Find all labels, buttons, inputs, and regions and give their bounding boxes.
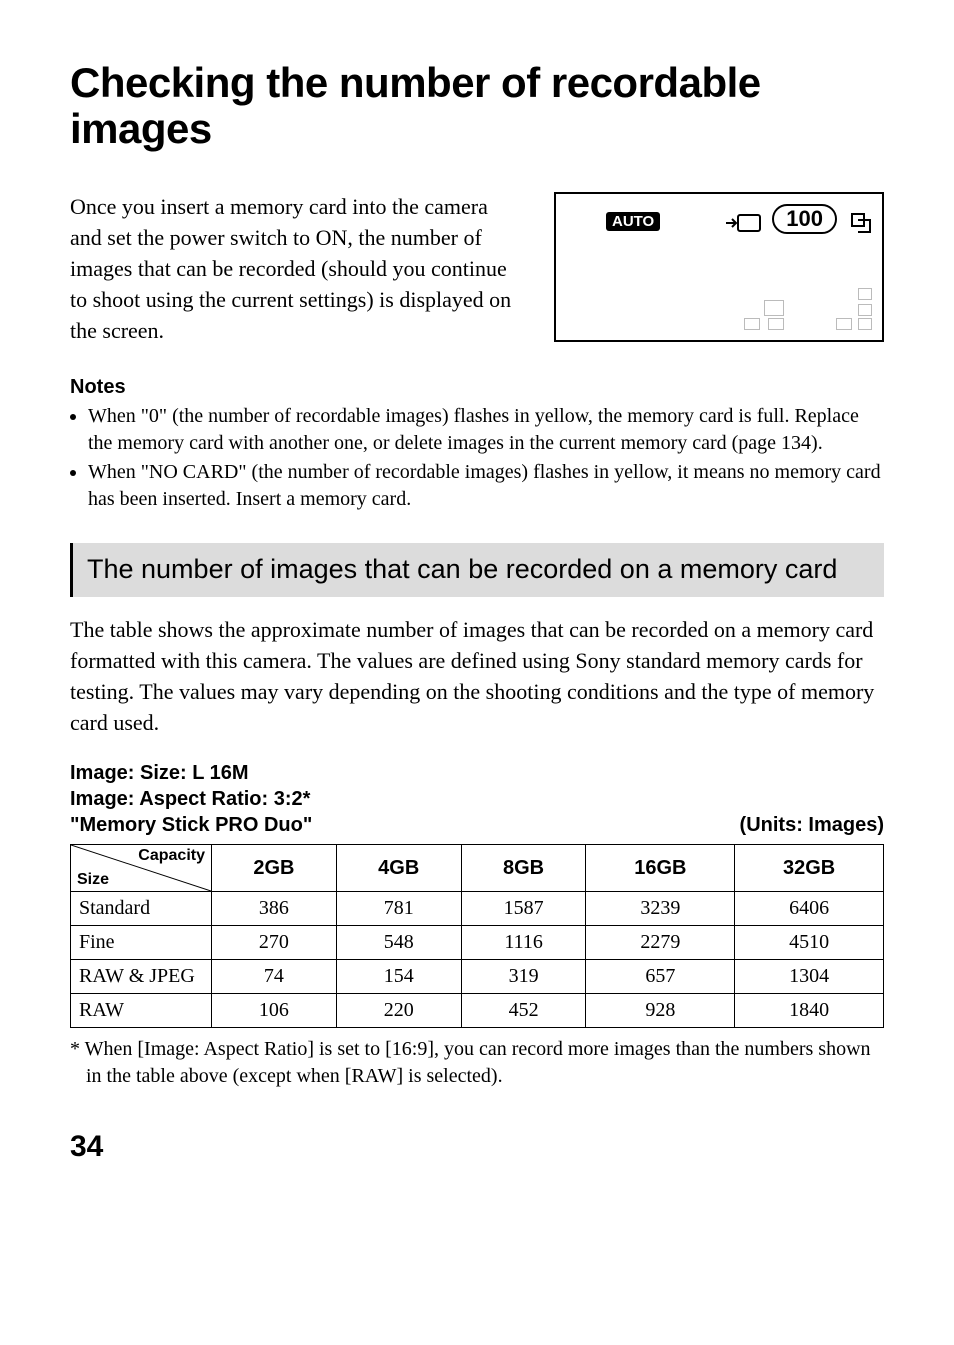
- notes-heading: Notes: [70, 376, 884, 399]
- row-label: Standard: [71, 892, 212, 926]
- cell: 154: [336, 960, 461, 994]
- table-title-line: Image: Aspect Ratio: 3:2*: [70, 786, 312, 812]
- section-body: The table shows the approximate number o…: [70, 615, 884, 738]
- cell: 1840: [735, 994, 884, 1028]
- faint-box-icon: [858, 288, 872, 300]
- table-body: Standard 386 781 1587 3239 6406 Fine 270…: [71, 892, 884, 1028]
- cell: 386: [212, 892, 337, 926]
- lcd-diagram: AUTO 100: [554, 192, 884, 342]
- col-header: 16GB: [586, 845, 735, 892]
- row-label: RAW & JPEG: [71, 960, 212, 994]
- intro-row: Once you insert a memory card into the c…: [70, 192, 884, 346]
- cell: 781: [336, 892, 461, 926]
- table-title-row: Image: Size: L 16M Image: Aspect Ratio: …: [70, 760, 884, 838]
- cell: 1304: [735, 960, 884, 994]
- cell: 270: [212, 926, 337, 960]
- cell: 4510: [735, 926, 884, 960]
- col-header: 8GB: [461, 845, 586, 892]
- cell: 1587: [461, 892, 586, 926]
- cell: 220: [336, 994, 461, 1028]
- table-row: Fine 270 548 1116 2279 4510: [71, 926, 884, 960]
- cell: 928: [586, 994, 735, 1028]
- faint-box-icon: [858, 304, 872, 316]
- note-item: When "NO CARD" (the number of recordable…: [88, 459, 884, 513]
- faint-box-icon: [764, 300, 784, 316]
- diag-top-label: Capacity: [138, 847, 205, 865]
- cell: 548: [336, 926, 461, 960]
- table-units: (Units: Images): [740, 812, 884, 838]
- row-label: RAW: [71, 994, 212, 1028]
- table-row: Standard 386 781 1587 3239 6406: [71, 892, 884, 926]
- auto-badge: AUTO: [606, 212, 660, 231]
- page-title: Checking the number of recordable images: [70, 60, 884, 152]
- col-header: 2GB: [212, 845, 337, 892]
- cell: 319: [461, 960, 586, 994]
- table-row: RAW & JPEG 74 154 319 657 1304: [71, 960, 884, 994]
- table-title-left: Image: Size: L 16M Image: Aspect Ratio: …: [70, 760, 312, 838]
- cell: 74: [212, 960, 337, 994]
- cell: 2279: [586, 926, 735, 960]
- table-title-line: "Memory Stick PRO Duo": [70, 812, 312, 838]
- cell: 3239: [586, 892, 735, 926]
- row-label: Fine: [71, 926, 212, 960]
- image-counter: 100: [772, 204, 837, 234]
- footnote: * When [Image: Aspect Ratio] is set to […: [70, 1036, 884, 1090]
- faint-box-icon: [858, 318, 872, 330]
- cell: 106: [212, 994, 337, 1028]
- faint-box-icon: [744, 318, 760, 330]
- table-title-line: Image: Size: L 16M: [70, 760, 312, 786]
- diag-bottom-label: Size: [77, 871, 109, 889]
- memory-card-icon: [724, 212, 762, 239]
- table-header-row: Capacity Size 2GB 4GB 8GB 16GB 32GB: [71, 845, 884, 892]
- note-item: When "0" (the number of recordable image…: [88, 403, 884, 457]
- faint-box-icon: [768, 318, 784, 330]
- col-header: 4GB: [336, 845, 461, 892]
- notes-list: When "0" (the number of recordable image…: [70, 403, 884, 513]
- section-heading: The number of images that can be recorde…: [70, 543, 884, 597]
- page-number: 34: [70, 1130, 884, 1164]
- cell: 657: [586, 960, 735, 994]
- col-header: 32GB: [735, 845, 884, 892]
- intro-text: Once you insert a memory card into the c…: [70, 192, 524, 346]
- cell: 452: [461, 994, 586, 1028]
- faint-box-icon: [836, 318, 852, 330]
- cell: 1116: [461, 926, 586, 960]
- crop-icon: [850, 212, 872, 239]
- table-row: RAW 106 220 452 928 1840: [71, 994, 884, 1028]
- cell: 6406: [735, 892, 884, 926]
- capacity-table: Capacity Size 2GB 4GB 8GB 16GB 32GB Stan…: [70, 844, 884, 1028]
- diagonal-header: Capacity Size: [71, 845, 212, 892]
